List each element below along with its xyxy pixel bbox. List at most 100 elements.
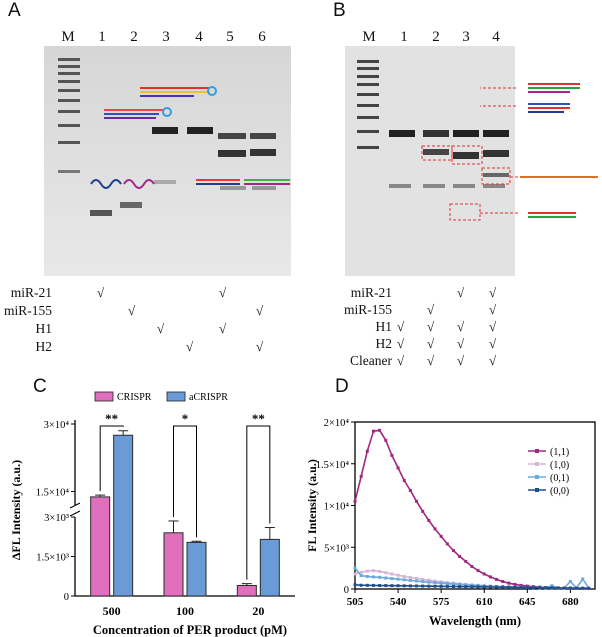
check-mark: √: [489, 353, 497, 368]
series-marker: [581, 586, 585, 590]
gel-b-bands: [345, 46, 515, 276]
condition-label: H1: [375, 319, 393, 334]
check-mark: √: [489, 336, 497, 351]
series-marker: [390, 572, 394, 576]
series-marker: [402, 478, 406, 482]
condition-label: H1: [35, 321, 53, 336]
series-marker: [378, 575, 382, 579]
series-marker: [371, 569, 375, 573]
series-marker: [433, 527, 437, 531]
series-marker: [513, 582, 517, 586]
bar-crispr: [236, 584, 257, 597]
x-tick-label: 645: [519, 596, 536, 608]
legend-swatch: [94, 391, 114, 402]
series-marker: [451, 582, 455, 586]
series-marker: [519, 583, 523, 587]
series-marker: [384, 438, 388, 442]
check-mark: √: [427, 353, 435, 368]
series-marker: [464, 585, 468, 589]
significance-label: **: [105, 411, 118, 426]
series-marker: [353, 566, 357, 570]
significance-label: *: [182, 411, 189, 426]
series-marker: [365, 583, 369, 587]
check-mark: √: [397, 353, 405, 368]
series-marker: [495, 577, 499, 581]
x-tick-label: 540: [390, 596, 407, 608]
series-marker: [421, 580, 425, 584]
check-mark: √: [489, 285, 497, 300]
series-marker: [488, 575, 492, 579]
series-marker: [384, 584, 388, 588]
gel-b-lane-3: 3: [462, 29, 470, 45]
series-marker: [439, 584, 443, 588]
y-tick-label: 1.5×10⁴: [36, 488, 70, 499]
series-marker: [408, 488, 412, 492]
series-marker: [568, 586, 572, 590]
x-tick-label: 505: [347, 596, 364, 608]
series-marker: [359, 474, 363, 478]
series-marker: [550, 584, 554, 588]
bar-crispr: [90, 496, 111, 597]
y-axis-label: ΔFL Intensity (a.u.): [9, 460, 23, 560]
gel-a-bands: [44, 46, 291, 276]
check-mark: √: [489, 302, 497, 317]
x-tick-label: 575: [433, 596, 450, 608]
check-mark: √: [427, 336, 435, 351]
legend-label: (1,1): [550, 447, 569, 458]
gel-b-lane-2: 2: [432, 29, 440, 45]
series-marker: [458, 585, 462, 589]
condition-label: H2: [375, 336, 393, 351]
x-axis-label: Wavelength (nm): [429, 614, 521, 628]
check-mark: √: [457, 319, 465, 334]
series-marker: [538, 586, 542, 590]
bar-acrispr: [259, 538, 280, 597]
check-mark: √: [489, 319, 497, 334]
series-marker: [445, 584, 449, 588]
legend-marker: [535, 462, 539, 466]
check-mark: √: [186, 339, 194, 354]
series-marker: [371, 575, 375, 579]
series-marker: [408, 578, 412, 582]
series-marker: [458, 582, 462, 586]
legend-label: (0,1): [550, 473, 569, 484]
significance-bracket: [99, 425, 124, 492]
series-marker: [415, 499, 419, 503]
axis-break-mark: [69, 502, 81, 517]
bar-acrispr: [186, 541, 207, 597]
check-mark: √: [427, 302, 435, 317]
gel-a-lane-6: 6: [258, 29, 266, 45]
series-marker: [525, 585, 529, 589]
series-marker: [544, 586, 548, 590]
series-marker: [482, 585, 486, 589]
y-axis-label: FL Intensity (a.u.): [305, 459, 319, 552]
series-marker: [556, 586, 560, 590]
series-marker: [470, 583, 474, 587]
y-tick-label: 1×10⁴: [324, 502, 350, 513]
condition-label: miR-21: [10, 285, 52, 300]
series-marker: [396, 584, 400, 588]
series-marker: [353, 583, 357, 587]
gel-b-lane-1: 1: [400, 29, 408, 45]
gel-a-lane-3: 3: [162, 29, 170, 45]
series-marker: [402, 574, 406, 578]
check-mark: √: [457, 353, 465, 368]
chart-c: 0 1.5×10³ 3×10³ 1.5×10⁴ 3×10⁴ ΔFL Intensity (…: [9, 391, 295, 637]
significance-bracket: [173, 425, 197, 538]
series-marker: [402, 578, 406, 582]
x-tick-label: 610: [476, 596, 493, 608]
check-mark: √: [457, 336, 465, 351]
y-tick-label: 3×10⁴: [44, 420, 70, 431]
series-marker: [378, 569, 382, 573]
gel-b-annotation-arrows: [480, 83, 598, 218]
gel-a-lane-5: 5: [226, 29, 234, 45]
series-marker: [408, 575, 412, 579]
series-marker: [507, 585, 511, 589]
gel-b-lane-4: 4: [492, 29, 500, 45]
panel-a-letter: A: [8, 0, 21, 21]
series-marker: [550, 586, 554, 590]
series-marker: [353, 499, 357, 503]
x-tick-label: 680: [562, 596, 579, 608]
series-marker: [433, 581, 437, 585]
series-marker: [421, 584, 425, 588]
series-marker: [365, 569, 369, 573]
